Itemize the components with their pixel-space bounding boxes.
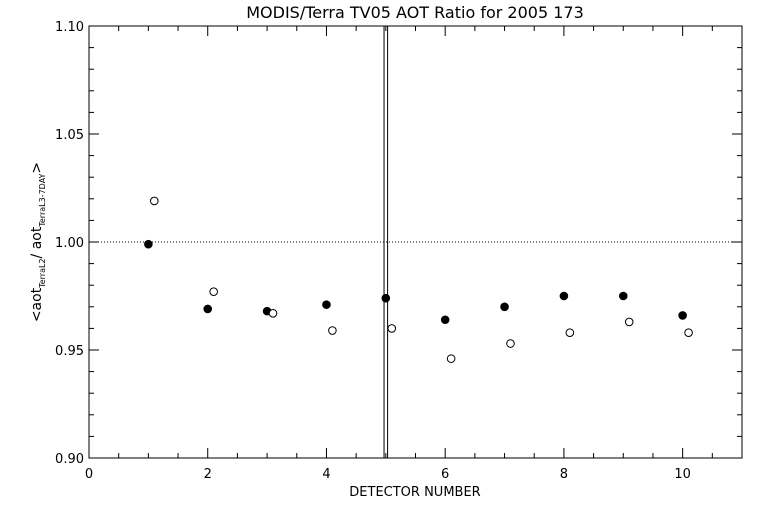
data-points: [144, 196, 693, 363]
x-tick-label: 4: [322, 467, 330, 482]
open-data-point: [565, 328, 575, 338]
x-tick-label: 10: [674, 467, 691, 482]
x-tick-label: 2: [204, 467, 212, 482]
x-tick-label: 8: [560, 467, 568, 482]
axis-ticks: [88, 25, 743, 459]
y-tick-label: 1.05: [55, 128, 84, 143]
x-tick-label: 6: [441, 467, 449, 482]
open-data-point: [446, 354, 456, 363]
y-label-sub2: TerraL3-7DAY: [38, 173, 47, 227]
filled-data-point: [203, 304, 213, 314]
open-data-point: [268, 308, 278, 318]
y-tick-label: 0.95: [55, 344, 84, 359]
open-data-point: [506, 339, 515, 348]
vertical-marker-lines: [383, 26, 389, 458]
filled-data-point: [559, 291, 569, 301]
open-data-point: [150, 196, 159, 206]
filled-data-point: [322, 300, 331, 309]
open-data-point: [387, 324, 397, 333]
x-tick-labels: 0 2 4 6 8 10: [85, 467, 691, 482]
filled-data-point: [381, 293, 391, 303]
open-data-point: [624, 317, 634, 327]
open-data-point: [684, 328, 693, 338]
y-label-suffix: >: [29, 162, 45, 174]
y-axis-label: <aotTerraL2/ aotTerraL3-7DAY>: [29, 162, 47, 322]
open-data-point: [328, 326, 337, 335]
y-tick-label: 1.00: [55, 236, 84, 251]
x-tick-label: 0: [85, 467, 93, 482]
filled-data-point: [144, 239, 153, 249]
y-label-prefix: <aot: [29, 287, 45, 322]
open-data-point: [209, 287, 218, 296]
y-tick-labels: 0.90 0.95 1.00 1.05 1.10: [55, 20, 84, 467]
y-tick-label: 0.90: [55, 452, 84, 467]
x-axis-label: DETECTOR NUMBER: [349, 485, 480, 500]
filled-data-point: [678, 311, 687, 320]
y-label-middle: / aot: [29, 226, 45, 258]
filled-data-point: [618, 291, 628, 301]
y-tick-label: 1.10: [55, 20, 84, 35]
filled-data-point: [440, 315, 450, 325]
chart-title: MODIS/Terra TV05 AOT Ratio for 2005 173: [246, 3, 584, 22]
y-label-sub1: TerraL2: [38, 258, 47, 288]
filled-data-point: [500, 302, 509, 312]
